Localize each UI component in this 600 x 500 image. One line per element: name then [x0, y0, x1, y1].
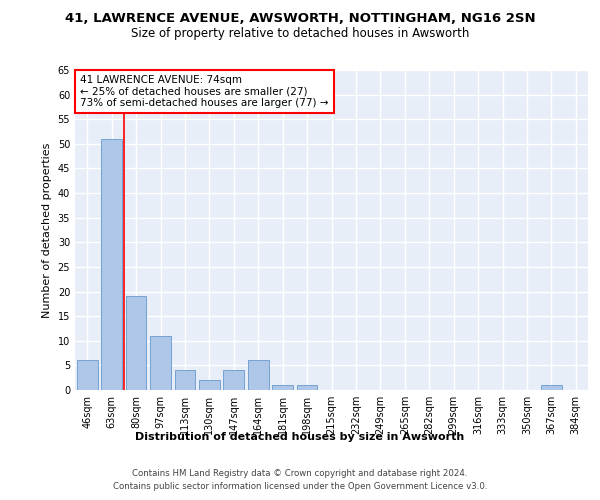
- Bar: [296, 385, 317, 390]
- Text: Contains public sector information licensed under the Open Government Licence v3: Contains public sector information licen…: [113, 482, 487, 491]
- Bar: [77, 360, 98, 390]
- Bar: [175, 370, 196, 390]
- Bar: [248, 360, 269, 390]
- Bar: [272, 385, 293, 390]
- Text: 41, LAWRENCE AVENUE, AWSWORTH, NOTTINGHAM, NG16 2SN: 41, LAWRENCE AVENUE, AWSWORTH, NOTTINGHA…: [65, 12, 535, 26]
- Bar: [150, 336, 171, 390]
- Text: Size of property relative to detached houses in Awsworth: Size of property relative to detached ho…: [131, 28, 469, 40]
- Bar: [199, 380, 220, 390]
- Text: Distribution of detached houses by size in Awsworth: Distribution of detached houses by size …: [136, 432, 464, 442]
- Text: 41 LAWRENCE AVENUE: 74sqm
← 25% of detached houses are smaller (27)
73% of semi-: 41 LAWRENCE AVENUE: 74sqm ← 25% of detac…: [80, 75, 329, 108]
- Bar: [101, 139, 122, 390]
- Bar: [223, 370, 244, 390]
- Bar: [125, 296, 146, 390]
- Text: Contains HM Land Registry data © Crown copyright and database right 2024.: Contains HM Land Registry data © Crown c…: [132, 468, 468, 477]
- Bar: [541, 385, 562, 390]
- Y-axis label: Number of detached properties: Number of detached properties: [42, 142, 52, 318]
